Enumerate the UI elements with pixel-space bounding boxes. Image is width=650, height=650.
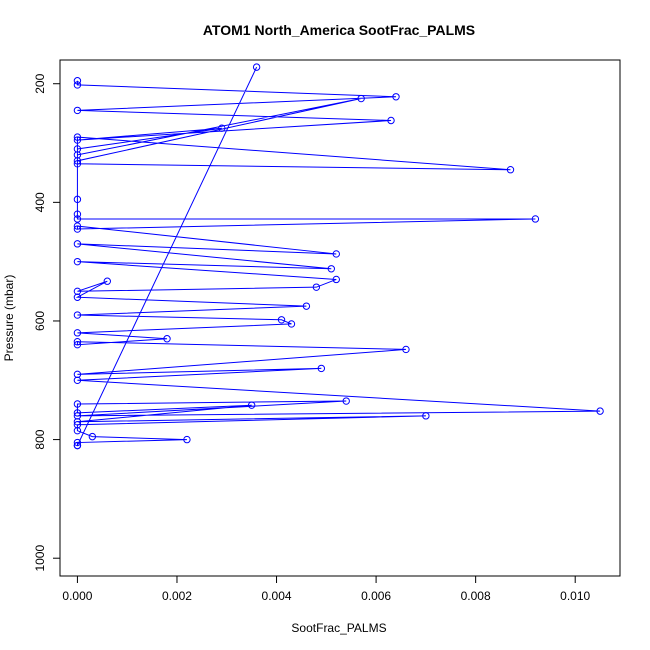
data-point [252, 63, 261, 71]
data-point [317, 364, 326, 373]
data-point [596, 407, 604, 415]
data-point [357, 94, 365, 103]
y-axis-label: Pressure (mbar) [2, 275, 16, 362]
data-point [218, 124, 226, 132]
x-tick-label: 0.010 [560, 589, 590, 603]
data-point [287, 320, 296, 328]
y-tick-label: 800 [33, 429, 47, 449]
data-point [73, 225, 82, 233]
data-point [73, 77, 82, 85]
data-point [73, 157, 82, 165]
data-point [247, 401, 256, 409]
data-point [332, 250, 340, 258]
data-point [302, 302, 311, 310]
data-point [73, 311, 82, 319]
data-point [73, 438, 82, 447]
plot-frame [59, 59, 621, 577]
data-point [88, 432, 97, 441]
data-point [342, 397, 350, 405]
data-point [312, 283, 321, 291]
data-point [422, 412, 430, 420]
y-tick-label: 1000 [33, 545, 47, 572]
x-tick-label: 0.008 [461, 589, 491, 603]
data-point [73, 293, 82, 301]
data-point [73, 329, 82, 337]
data-point [73, 133, 82, 141]
series-line [75, 66, 601, 446]
data-point [277, 316, 286, 324]
data-point [73, 215, 82, 223]
data-point [73, 338, 82, 346]
data-point [73, 376, 82, 384]
plot-area [73, 63, 604, 450]
data-point [73, 81, 82, 89]
data-point [73, 257, 82, 266]
data-point [73, 340, 82, 349]
chart-title: ATOM1 North_America SootFrac_PALMS [203, 22, 475, 38]
data-point [387, 116, 395, 125]
data-point [73, 426, 82, 435]
data-point [327, 265, 335, 273]
data-point [73, 106, 82, 115]
data-point [531, 215, 540, 223]
y-tick-label: 600 [33, 311, 47, 331]
data-point [73, 160, 82, 168]
x-tick-label: 0.000 [62, 589, 92, 603]
data-point [73, 441, 82, 450]
x-tick-label: 0.006 [361, 589, 391, 603]
data-point [73, 418, 82, 426]
data-point [73, 210, 82, 218]
data-point [73, 136, 82, 144]
data-point [402, 345, 410, 354]
data-point [506, 166, 515, 174]
y-axis: 200 400 600 800 1000 [33, 73, 61, 572]
data-point [73, 400, 82, 408]
x-axis-label: SootFrac_PALMS [291, 621, 386, 635]
data-point [183, 435, 191, 444]
data-point [73, 409, 82, 417]
y-tick-label: 400 [33, 192, 47, 212]
data-point [73, 195, 82, 204]
data-point [163, 335, 171, 343]
x-axis: 0.000 0.002 0.004 0.006 0.008 0.010 [62, 575, 591, 603]
y-tick-label: 200 [33, 73, 47, 93]
data-point [73, 240, 82, 248]
data-point [332, 275, 340, 284]
x-tick-label: 0.004 [262, 589, 292, 603]
data-point [103, 277, 111, 285]
data-point [73, 222, 82, 230]
data-point [392, 93, 400, 101]
x-tick-label: 0.002 [162, 589, 192, 603]
